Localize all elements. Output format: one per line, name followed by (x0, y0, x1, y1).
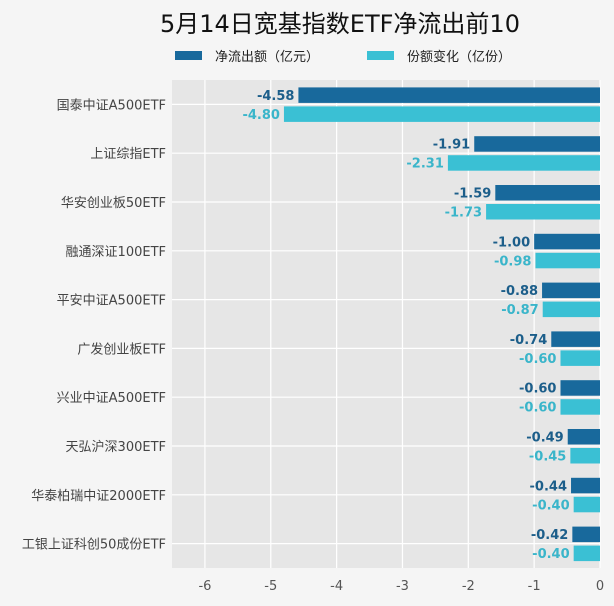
bar-net-outflow (571, 477, 600, 494)
data-label: -1.73 (445, 206, 482, 221)
bar-share-change (560, 399, 600, 415)
bar-net-outflow (495, 185, 600, 201)
bar-net-outflow (298, 87, 600, 103)
legend-label-share-change: 份额变化（亿份） (407, 49, 511, 65)
legend-label-net-outflow: 净流出额（亿元） (215, 50, 319, 65)
bar-net-outflow (567, 429, 600, 445)
bar-share-change (486, 204, 600, 220)
data-label: -1.00 (493, 235, 530, 250)
bar-share-change (573, 496, 600, 513)
category-label: 融通深证100ETF (66, 245, 166, 260)
x-tick-label: -4 (330, 579, 343, 594)
data-label: -2.31 (406, 157, 443, 172)
bar-share-change (560, 350, 600, 366)
category-label: 广发创业板ETF (77, 341, 166, 357)
x-tick-label: 0 (596, 579, 604, 594)
data-label: -0.60 (519, 382, 556, 397)
category-label: 华泰柏瑞中证2000ETF (31, 489, 166, 504)
bar-share-change (447, 155, 600, 171)
data-label: -1.91 (433, 138, 470, 153)
data-label: -0.40 (532, 547, 569, 562)
data-label: -0.87 (501, 303, 538, 318)
data-label: -0.44 (530, 479, 567, 494)
data-label: -4.58 (257, 89, 294, 104)
data-label: -0.88 (501, 284, 538, 299)
x-tick-label: -3 (396, 579, 409, 594)
bar-net-outflow (534, 233, 600, 250)
bar-share-change (570, 448, 600, 464)
x-tick-label: -2 (462, 579, 475, 594)
chart-title: 5月14日宽基指数ETF净流出前10 (160, 10, 520, 38)
legend-swatch-share-change (367, 51, 394, 60)
data-label: -0.49 (526, 431, 563, 446)
data-label: -0.60 (519, 352, 556, 367)
category-label: 兴业中证A500ETF (57, 391, 166, 406)
category-label: 华安创业板50ETF (61, 196, 166, 211)
data-label: -0.74 (510, 333, 547, 348)
data-label: -0.40 (532, 498, 569, 513)
data-label: -0.45 (529, 450, 566, 465)
x-tick-label: -5 (264, 579, 277, 594)
bar-share-change (535, 252, 600, 269)
bar-net-outflow (542, 282, 600, 299)
bar-share-change (573, 545, 600, 562)
x-tick-label: -1 (528, 579, 541, 594)
data-label: -0.60 (519, 401, 556, 416)
bar-net-outflow (474, 136, 600, 152)
category-label: 平安中证A500ETF (57, 294, 166, 309)
data-label: -0.42 (531, 528, 568, 543)
category-label: 工银上证科创50成份ETF (22, 538, 166, 553)
legend: 净流出额（亿元） 份额变化（亿份） (175, 49, 511, 65)
data-label: -1.59 (454, 187, 491, 202)
bar-net-outflow (572, 526, 600, 543)
bar-net-outflow (560, 380, 600, 396)
category-label: 天弘沪深300ETF (66, 439, 166, 455)
legend-swatch-net-outflow (175, 51, 202, 60)
category-label: 上证综指ETF (90, 147, 166, 162)
bar-share-change (283, 106, 600, 122)
bar-net-outflow (551, 331, 600, 347)
data-label: -4.80 (242, 108, 279, 123)
data-label: -0.98 (494, 254, 531, 269)
bar-share-change (542, 301, 600, 318)
x-tick-label: -6 (198, 579, 211, 594)
category-label: 国泰中证A500ETF (57, 98, 166, 113)
